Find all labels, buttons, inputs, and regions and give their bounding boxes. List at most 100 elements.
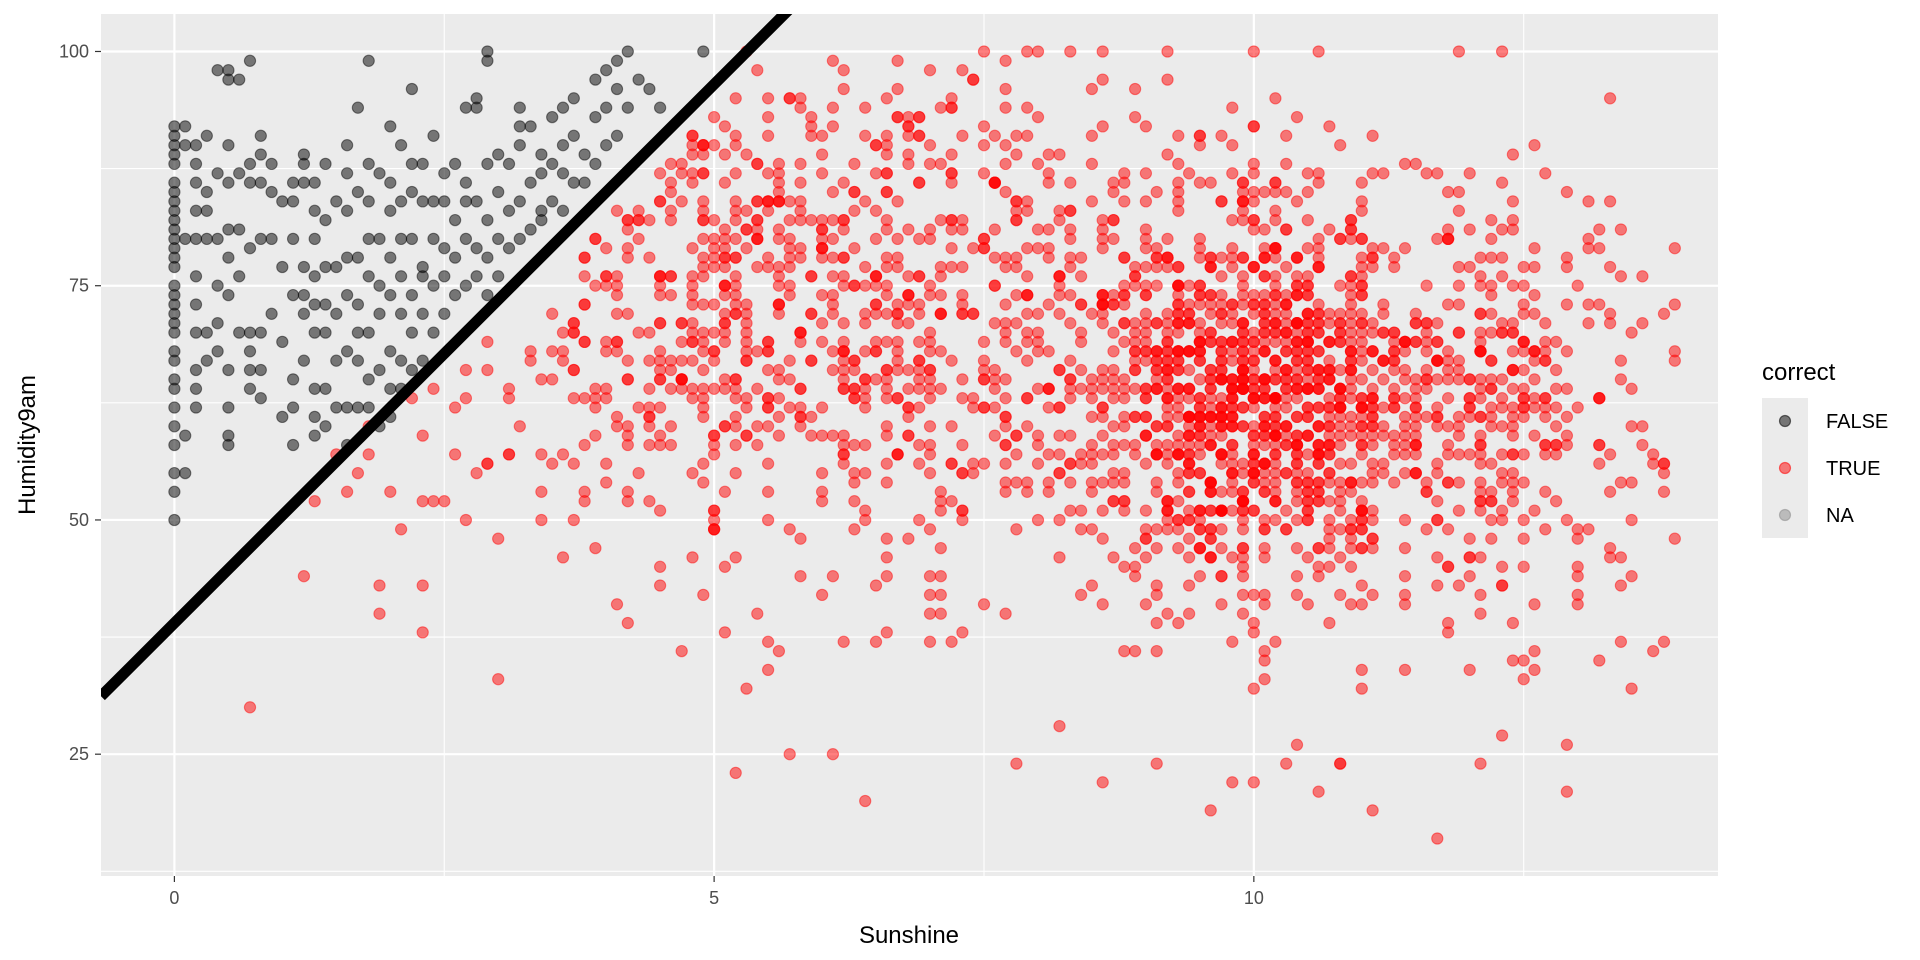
data-point — [1161, 45, 1174, 58]
data-point — [1355, 598, 1368, 611]
data-point — [1657, 307, 1671, 320]
data-point — [1377, 307, 1390, 320]
data-point — [913, 513, 926, 527]
data-point — [697, 476, 710, 489]
data-point — [1053, 363, 1066, 377]
data-point — [1539, 317, 1552, 330]
data-point — [1193, 570, 1207, 583]
data-point — [1258, 298, 1271, 311]
data-point — [1215, 335, 1228, 349]
data-point — [1614, 223, 1628, 236]
data-point — [1118, 279, 1131, 292]
data-point — [1128, 82, 1142, 96]
data-point — [923, 570, 937, 583]
data-point — [189, 401, 203, 414]
data-point — [578, 485, 591, 498]
data-point — [1269, 410, 1282, 424]
data-point — [1053, 401, 1066, 414]
data-point — [880, 392, 893, 405]
data-point — [675, 354, 688, 367]
data-point — [1474, 448, 1487, 461]
data-point — [254, 176, 267, 189]
data-point — [589, 279, 602, 292]
data-point — [848, 279, 861, 292]
data-point — [1236, 317, 1250, 330]
data-point — [1085, 129, 1099, 142]
data-point — [286, 288, 300, 302]
data-point — [211, 345, 224, 358]
data-point — [438, 167, 451, 180]
data-point — [319, 213, 332, 227]
data-point — [707, 110, 721, 124]
data-point — [1431, 335, 1444, 349]
data-point — [211, 64, 224, 77]
data-point — [1172, 279, 1185, 292]
data-point — [1506, 466, 1520, 480]
data-point — [1150, 251, 1163, 264]
data-point — [189, 363, 203, 377]
data-point — [697, 457, 710, 470]
data-point — [1582, 195, 1595, 208]
data-point — [556, 167, 570, 180]
data-point — [405, 326, 419, 339]
data-point — [1636, 420, 1649, 433]
data-point — [794, 570, 807, 583]
data-point — [1485, 307, 1498, 320]
legend-key-false — [1778, 414, 1792, 428]
data-point — [340, 167, 354, 180]
data-point — [1290, 429, 1304, 442]
data-point — [1593, 654, 1606, 667]
data-point — [1452, 45, 1466, 58]
data-point — [1215, 485, 1228, 498]
data-point — [297, 354, 311, 367]
data-point — [1053, 307, 1066, 320]
data-point — [1215, 307, 1228, 320]
data-point — [859, 794, 872, 808]
data-point — [805, 429, 818, 442]
data-point — [1571, 560, 1584, 573]
data-point — [535, 167, 548, 180]
data-point — [373, 307, 386, 320]
data-point — [1463, 167, 1476, 180]
data-point — [664, 420, 678, 433]
data-point — [1074, 298, 1088, 311]
data-point — [1236, 382, 1250, 395]
data-point — [729, 551, 742, 564]
data-point — [189, 204, 203, 217]
data-point — [999, 82, 1012, 96]
data-point — [1236, 401, 1250, 414]
data-point — [1074, 270, 1088, 283]
data-point — [578, 176, 591, 189]
data-point — [1269, 373, 1282, 386]
data-point — [1517, 298, 1530, 311]
data-point — [1334, 335, 1347, 349]
data-point — [1517, 513, 1530, 527]
data-point — [1495, 326, 1509, 339]
data-point — [632, 466, 645, 480]
data-point — [1031, 307, 1045, 320]
data-point — [1366, 504, 1379, 517]
data-point — [1042, 148, 1055, 161]
data-point — [1215, 448, 1228, 461]
data-point — [1021, 195, 1034, 208]
data-point — [707, 298, 721, 311]
data-point — [556, 448, 570, 461]
data-point — [913, 307, 926, 320]
data-point — [1495, 373, 1509, 386]
data-point — [956, 307, 969, 320]
data-point — [805, 213, 818, 227]
data-point — [988, 429, 1001, 442]
x-axis-title: Sunshine — [859, 922, 959, 949]
data-point — [1150, 279, 1163, 292]
data-point — [1517, 654, 1530, 667]
data-point — [1064, 45, 1077, 58]
data-point — [772, 176, 786, 189]
data-point — [168, 466, 181, 480]
data-point — [1064, 476, 1077, 489]
data-point — [837, 213, 850, 227]
data-point — [1258, 588, 1271, 602]
data-point — [1280, 185, 1293, 199]
data-point — [1344, 541, 1358, 555]
data-point — [1269, 429, 1282, 442]
data-point — [945, 213, 958, 227]
